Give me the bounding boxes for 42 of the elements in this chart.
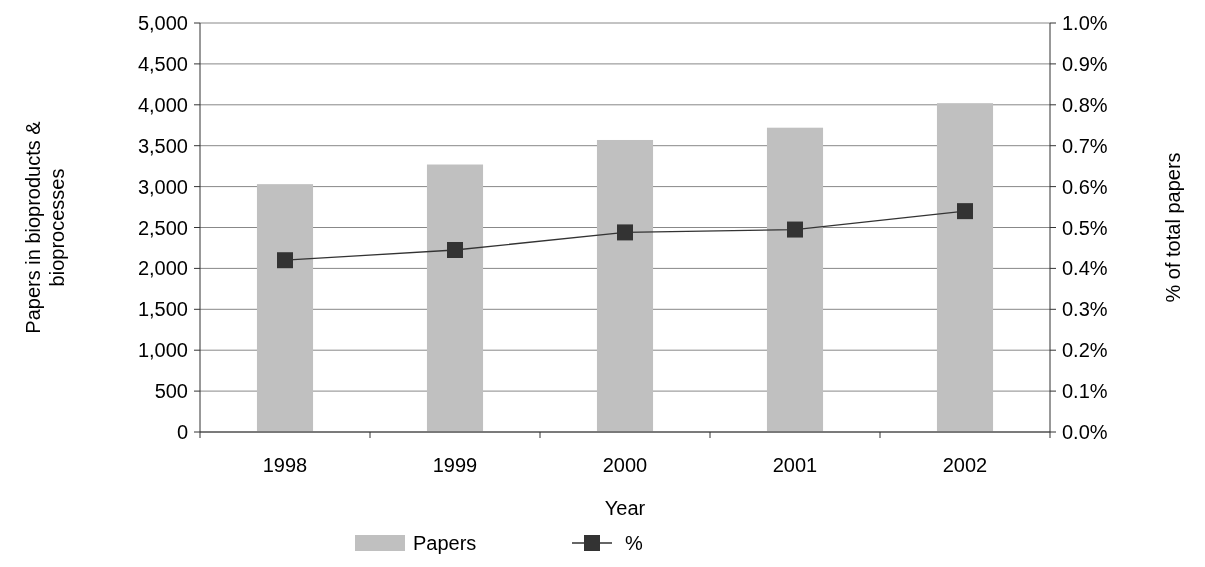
legend-label: % — [625, 532, 643, 554]
y2-tick-label: 0.6% — [1062, 175, 1108, 198]
y2-tick-label: 0.2% — [1062, 339, 1108, 362]
y2-tick-label: 0.3% — [1062, 298, 1108, 321]
legend-label: Papers — [413, 532, 477, 554]
bar — [766, 127, 824, 432]
point — [447, 242, 463, 258]
y2-axis-title: % of total papers — [1162, 152, 1184, 303]
y-tick-label: 5,000 — [137, 12, 188, 34]
y2-tick-label: 1.0% — [1062, 12, 1108, 34]
bar — [256, 184, 314, 432]
bar — [426, 164, 484, 432]
y-tick-label: 1,500 — [137, 298, 188, 321]
y-tick-label: 3,000 — [137, 175, 188, 198]
y-tick-label: 4,500 — [137, 52, 188, 75]
y-tick-label: 500 — [154, 380, 188, 403]
y2-tick-label: 0.8% — [1062, 93, 1108, 116]
y-tick-label: 2,000 — [137, 257, 188, 280]
point — [277, 252, 293, 269]
y2-tick-label: 0.7% — [1062, 134, 1108, 157]
x-tick-label: 2002 — [942, 454, 988, 476]
point — [957, 203, 973, 220]
point — [787, 221, 803, 238]
bar — [936, 103, 994, 432]
bar — [596, 139, 654, 432]
y2-tick-label: 0.1% — [1062, 380, 1108, 403]
y-tick-label: 3,500 — [137, 134, 188, 157]
y2-tick-label: 0.4% — [1062, 257, 1108, 280]
y-tick-label: 0 — [176, 421, 188, 443]
y2-tick-label: 0.0% — [1062, 421, 1108, 443]
y2-tick-label: 0.5% — [1062, 216, 1108, 239]
y-tick-label: 1,000 — [137, 339, 188, 362]
point — [617, 224, 633, 241]
x-tick-label: 1999 — [432, 454, 478, 476]
x-axis-title: Year — [604, 497, 646, 519]
x-tick-label: 2000 — [602, 454, 648, 476]
y-tick-label: 2,500 — [137, 216, 188, 239]
y2-tick-label: 0.9% — [1062, 52, 1108, 75]
y-tick-label: 4,000 — [137, 93, 188, 116]
y-axis-title: Papers in bioproducts & bioprocesses — [22, 120, 68, 334]
x-tick-label: 2001 — [772, 454, 818, 476]
x-tick-label: 1998 — [262, 454, 308, 476]
